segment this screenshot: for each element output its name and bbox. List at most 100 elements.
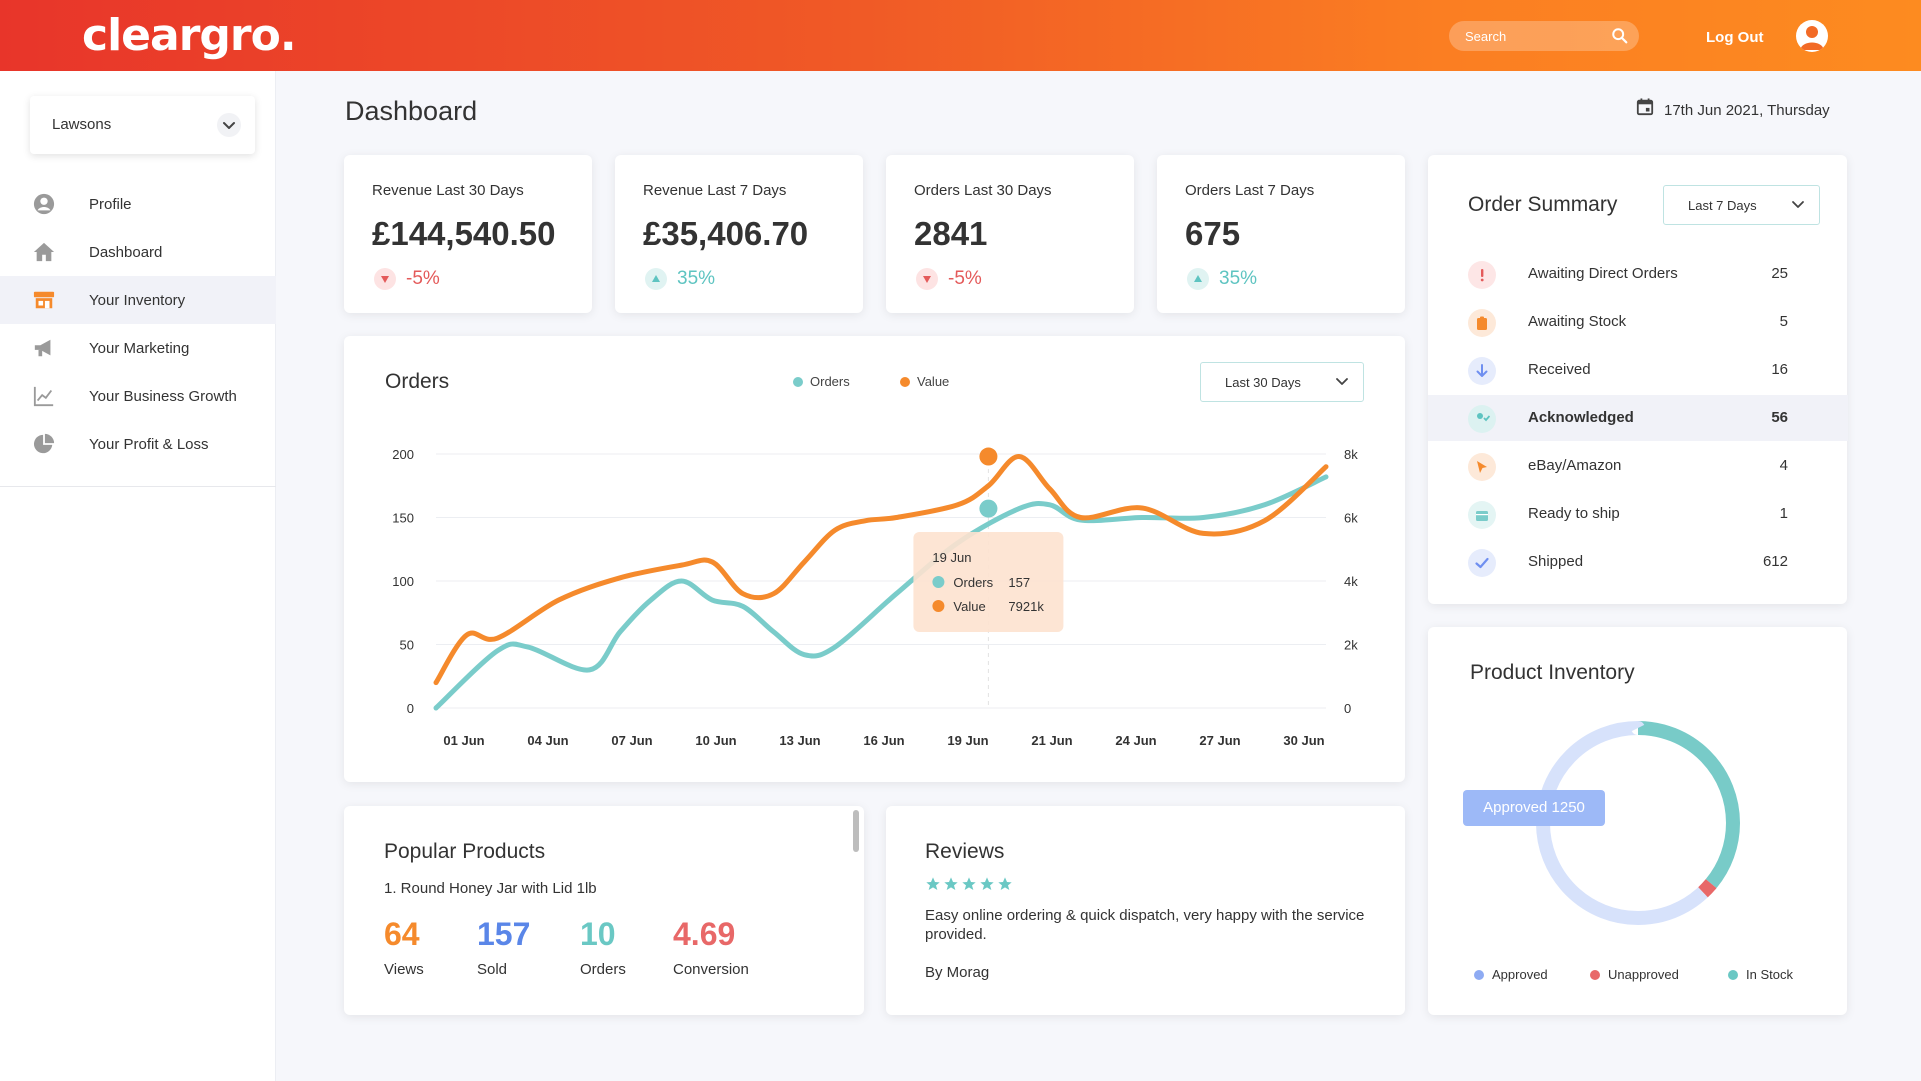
- sidebar-item-dashboard[interactable]: Dashboard: [0, 228, 276, 276]
- highlight-point-orders: [979, 499, 998, 518]
- stat-value: £144,540.50: [372, 215, 556, 252]
- order-summary-row[interactable]: Acknowledged 56: [1428, 395, 1848, 441]
- legend-label: Orders: [810, 374, 850, 389]
- stat-label: Orders Last 30 Days: [914, 182, 1052, 199]
- order-summary-count: 16: [1771, 361, 1788, 378]
- alert-icon: [1468, 261, 1496, 289]
- metric-orders: 10 Orders: [580, 916, 626, 978]
- orders-range-select[interactable]: Last 30 Days: [1200, 362, 1364, 402]
- metric-value: 157: [477, 916, 531, 952]
- orders-chart-card: Orders Orders Value Last 30 Days 0 0 50 2k 1…: [344, 336, 1405, 782]
- order-summary-range-select[interactable]: Last 7 Days: [1663, 185, 1820, 225]
- review-author: By Morag: [925, 964, 990, 981]
- store-select[interactable]: Lawsons: [30, 96, 255, 154]
- cursor-icon: [1468, 453, 1496, 481]
- search-box[interactable]: [1449, 21, 1639, 51]
- star-icon: [943, 876, 961, 892]
- search-input[interactable]: [1449, 21, 1609, 51]
- order-summary-label: Acknowledged: [1528, 409, 1634, 426]
- user-avatar-icon: [1800, 26, 1824, 50]
- orders-range-label: Last 30 Days: [1225, 375, 1301, 390]
- logout-button[interactable]: Log Out: [1706, 29, 1764, 46]
- y-right-tick-label: 2k: [1344, 638, 1358, 653]
- order-summary-label: Ready to ship: [1528, 505, 1620, 522]
- package-icon: [1468, 501, 1496, 529]
- chart-tooltip: [913, 532, 1064, 632]
- sidebar-item-business-growth[interactable]: Your Business Growth: [0, 372, 276, 420]
- search-icon[interactable]: [1611, 27, 1629, 45]
- app-logo[interactable]: cleargro.: [82, 10, 297, 61]
- stat-trend: -5%: [374, 268, 440, 290]
- chevron-down-icon: [1792, 201, 1804, 208]
- legend-label: Approved: [1492, 967, 1548, 982]
- y-right-tick-label: 6k: [1344, 511, 1358, 526]
- order-summary-title: Order Summary: [1468, 193, 1618, 216]
- store-select-value: Lawsons: [52, 116, 112, 133]
- top-bar: cleargro. Log Out: [0, 0, 1921, 71]
- stat-trend: 35%: [645, 268, 715, 290]
- legend-dot: [793, 376, 803, 387]
- order-summary-count: 25: [1771, 265, 1788, 282]
- y-left-tick-label: 150: [392, 511, 414, 526]
- order-summary-card: Order Summary Last 7 Days Awaiting Direc…: [1428, 155, 1848, 604]
- sidebar-item-profit-loss[interactable]: Your Profit & Loss: [0, 420, 276, 468]
- legend-item-unapproved[interactable]: Unapproved: [1590, 967, 1679, 982]
- sidebar-item-label: Your Business Growth: [89, 387, 237, 405]
- stat-value: 675: [1185, 215, 1241, 252]
- stat-trend-value: 35%: [677, 268, 716, 289]
- x-tick-label: 16 Jun: [863, 733, 904, 748]
- legend-item-in-stock[interactable]: In Stock: [1728, 967, 1793, 982]
- legend-item-value[interactable]: Value: [900, 374, 949, 389]
- scrollbar[interactable]: [853, 810, 859, 852]
- stat-label: Orders Last 7 Days: [1185, 182, 1315, 199]
- order-summary-count: 5: [1779, 313, 1788, 330]
- order-summary-label: Shipped: [1528, 553, 1584, 570]
- sidebar-item-inventory[interactable]: Your Inventory: [0, 276, 276, 324]
- date-text: 17th Jun 2021, Thursday: [1664, 102, 1830, 119]
- sidebar-item-label: Your Inventory: [89, 291, 186, 309]
- x-tick-label: 07 Jun: [611, 733, 652, 748]
- x-tick-label: 24 Jun: [1115, 733, 1156, 748]
- order-summary-row[interactable]: Awaiting Stock 5: [1428, 299, 1848, 345]
- legend-dot: [1728, 969, 1738, 980]
- highlight-point-value: [979, 447, 998, 466]
- legend-item-orders[interactable]: Orders: [793, 374, 850, 389]
- y-right-tick-label: 0: [1344, 701, 1351, 716]
- tooltip-date: 19 Jun: [932, 550, 971, 565]
- reviews-title: Reviews: [925, 840, 1005, 863]
- sidebar-divider: [0, 486, 276, 487]
- star-icon: [979, 876, 997, 892]
- star-icon: [961, 876, 979, 892]
- popular-product-name[interactable]: 1. Round Honey Jar with Lid 1lb: [384, 880, 597, 897]
- metric-label: Conversion: [673, 961, 749, 978]
- sidebar-item-profile[interactable]: Profile: [0, 180, 276, 228]
- star-icon: [997, 876, 1015, 892]
- avatar[interactable]: [1796, 20, 1828, 52]
- user-check-icon: [1468, 405, 1496, 433]
- review-rating: [925, 876, 1015, 892]
- metric-views: 64 Views: [384, 916, 424, 978]
- chevron-down-icon[interactable]: [217, 113, 241, 137]
- sidebar-item-marketing[interactable]: Your Marketing: [0, 324, 276, 372]
- reviews-card: Reviews Easy online ordering & quick dis…: [886, 806, 1405, 1015]
- pie-chart-icon: [33, 433, 55, 454]
- orders-chart-title: Orders: [385, 370, 450, 393]
- review-text: Easy online ordering & quick dispatch, v…: [925, 907, 1365, 943]
- order-summary-label: eBay/Amazon: [1528, 457, 1622, 474]
- tooltip-value-value: 7921k: [1008, 599, 1044, 614]
- legend-dot: [1474, 969, 1484, 980]
- order-summary-row[interactable]: Received 16: [1428, 347, 1848, 393]
- order-summary-row[interactable]: eBay/Amazon 4: [1428, 443, 1848, 489]
- legend-item-approved[interactable]: Approved: [1474, 967, 1548, 982]
- triangle-down-icon: [374, 268, 396, 290]
- sidebar: Lawsons Profile Dashboard: [0, 71, 276, 1081]
- calendar-icon: [1636, 98, 1654, 116]
- order-summary-row[interactable]: Awaiting Direct Orders 25: [1428, 251, 1848, 297]
- triangle-up-icon: [645, 268, 667, 290]
- order-summary-row[interactable]: Shipped 612: [1428, 539, 1848, 585]
- x-tick-label: 04 Jun: [527, 733, 568, 748]
- stat-card-orders-7: Orders Last 7 Days 675 35%: [1157, 155, 1405, 313]
- order-summary-row[interactable]: Ready to ship 1: [1428, 491, 1848, 537]
- stat-trend-value: 35%: [1219, 268, 1258, 289]
- order-summary-count: 4: [1779, 457, 1788, 474]
